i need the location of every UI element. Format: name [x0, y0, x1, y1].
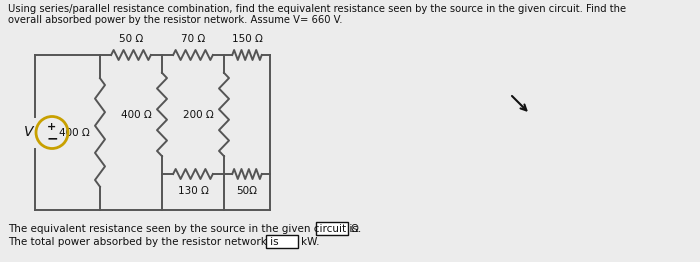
- Text: 400 Ω: 400 Ω: [120, 110, 151, 119]
- Text: +: +: [48, 123, 57, 133]
- Text: overall absorbed power by the resistor network. Assume V= 660 V.: overall absorbed power by the resistor n…: [8, 15, 342, 25]
- Text: 50 Ω: 50 Ω: [119, 34, 143, 44]
- Text: 70 Ω: 70 Ω: [181, 34, 205, 44]
- Text: V: V: [25, 125, 34, 139]
- Text: The total power absorbed by the resistor network is: The total power absorbed by the resistor…: [8, 237, 282, 247]
- Text: kW.: kW.: [301, 237, 319, 247]
- Text: 50Ω: 50Ω: [237, 186, 258, 196]
- FancyBboxPatch shape: [316, 222, 348, 235]
- FancyBboxPatch shape: [266, 235, 298, 248]
- Text: 200 Ω: 200 Ω: [183, 110, 214, 119]
- Text: 130 Ω: 130 Ω: [178, 186, 209, 196]
- Text: The equivalent resistance seen by the source in the given circuit is: The equivalent resistance seen by the so…: [8, 224, 361, 234]
- Text: 150 Ω: 150 Ω: [232, 34, 262, 44]
- Text: Using series/parallel resistance combination, find the equivalent resistance see: Using series/parallel resistance combina…: [8, 4, 626, 14]
- Text: −: −: [46, 132, 58, 145]
- Text: 400 Ω: 400 Ω: [59, 128, 90, 138]
- Text: Ω.: Ω.: [351, 224, 363, 234]
